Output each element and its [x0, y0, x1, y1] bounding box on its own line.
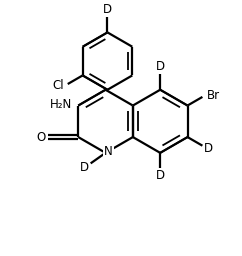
- Text: O: O: [36, 131, 45, 144]
- Text: D: D: [156, 169, 165, 182]
- Text: D: D: [80, 161, 90, 174]
- Text: Br: Br: [207, 90, 220, 102]
- Text: D: D: [204, 142, 213, 155]
- Text: Cl: Cl: [52, 79, 64, 92]
- Text: N: N: [104, 145, 113, 158]
- Text: D: D: [103, 3, 112, 16]
- Text: D: D: [156, 60, 165, 73]
- Text: H₂N: H₂N: [50, 98, 72, 111]
